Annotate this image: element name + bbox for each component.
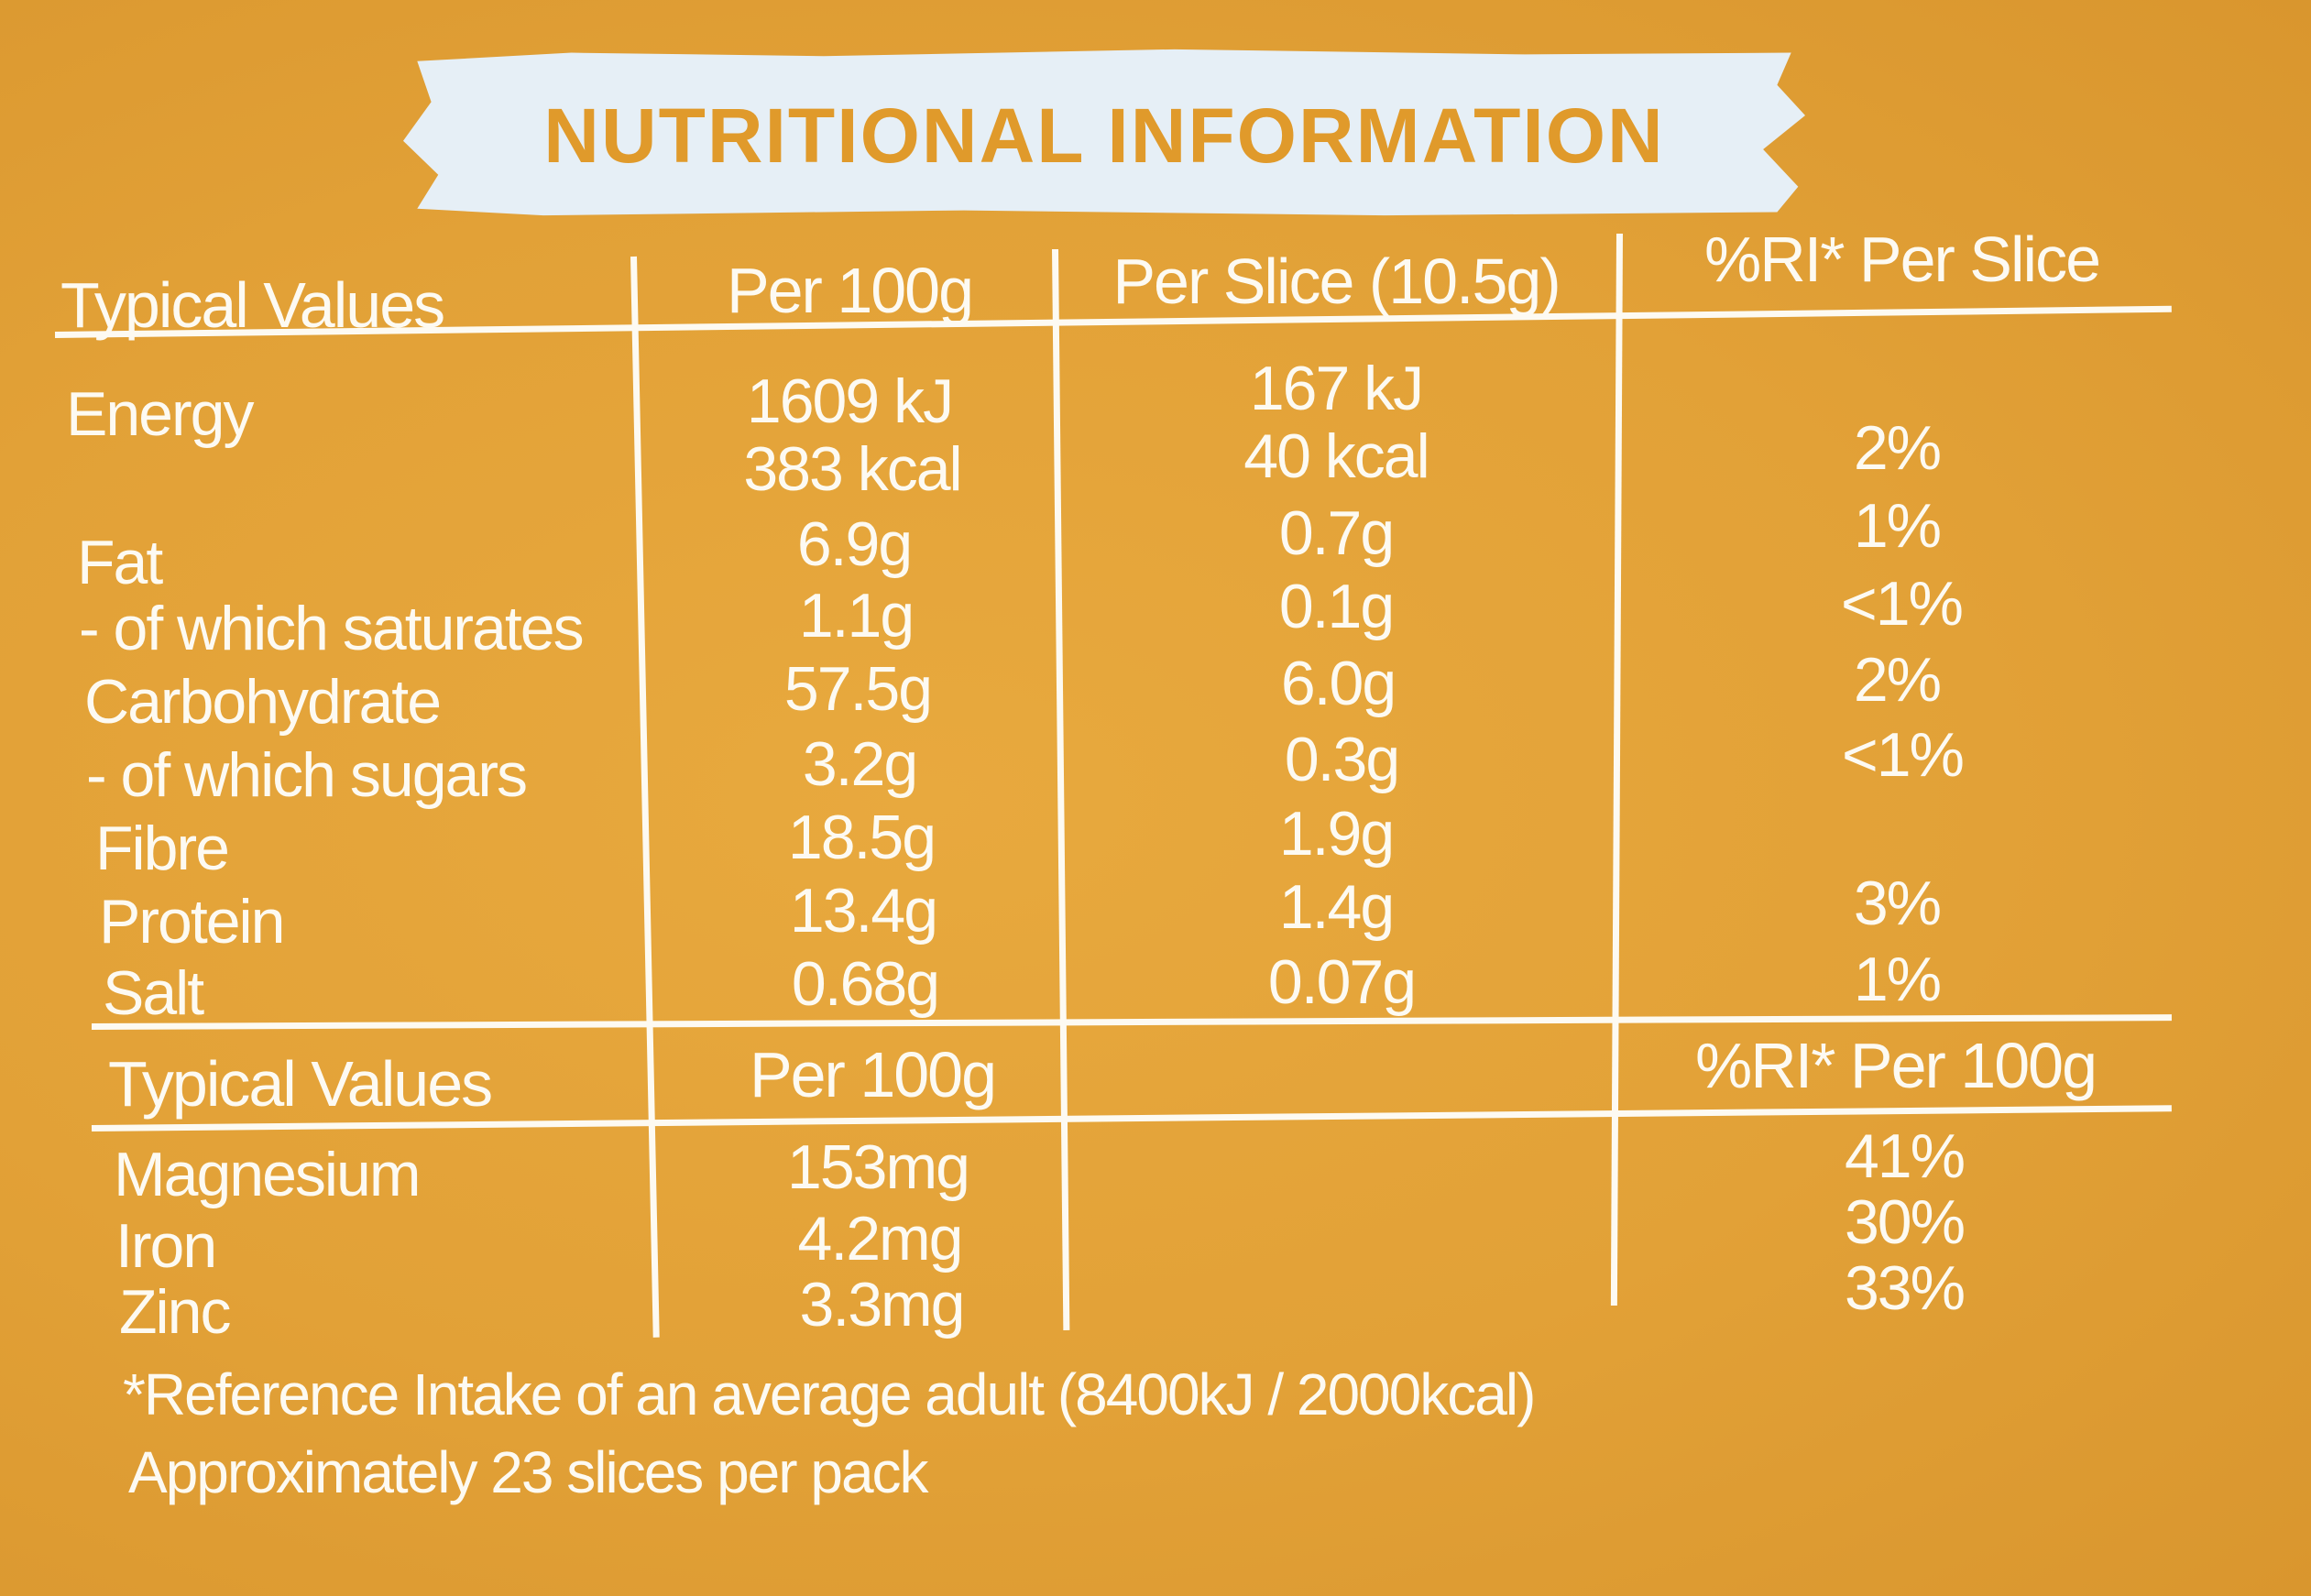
- cell-saturates-slice: 0.1g: [1278, 572, 1395, 641]
- header-ri-per-slice: %RI* Per Slice: [1704, 224, 2101, 295]
- row-label-zinc: Zinc: [119, 1277, 231, 1347]
- cell-sugars-100g: 3.2g: [802, 729, 918, 799]
- cell-zinc-ri: 33%: [1844, 1253, 1966, 1323]
- cell-energy-kj-slice: 167 kJ: [1249, 354, 1424, 423]
- cell-carbohydrate-ri: 2%: [1853, 645, 1942, 715]
- row-label-protein: Protein: [99, 887, 285, 957]
- cell-protein-ri: 3%: [1853, 869, 1942, 938]
- cell-fibre-slice: 1.9g: [1278, 799, 1395, 869]
- cell-saturates-100g: 1.1g: [798, 581, 915, 650]
- cell-protein-slice: 1.4g: [1278, 872, 1395, 942]
- cell-energy-kj-100g: 1609 kJ: [746, 366, 954, 436]
- header-per-slice: Per Slice (10.5g): [1112, 246, 1561, 317]
- cell-carbohydrate-100g: 57.5g: [783, 654, 933, 724]
- cell-magnesium-ri: 41%: [1844, 1121, 1966, 1191]
- cell-protein-100g: 13.4g: [789, 876, 938, 946]
- cell-sugars-slice: 0.3g: [1284, 725, 1400, 794]
- row-label-fat: Fat: [77, 528, 163, 597]
- header-typical-values: Typical Values: [60, 269, 445, 341]
- row-label-magnesium: Magnesium: [114, 1140, 421, 1209]
- page-title: NUTRITIONAL INFORMATION: [543, 93, 1665, 179]
- cell-salt-ri: 1%: [1853, 945, 1942, 1014]
- cell-zinc-100g: 3.3mg: [799, 1270, 966, 1339]
- section-divider: [91, 1014, 2172, 1030]
- row-label-carbohydrate: Carbohydrate: [84, 667, 442, 737]
- title-banner: NUTRITIONAL INFORMATION: [403, 49, 1805, 216]
- cell-magnesium-100g: 153mg: [787, 1132, 970, 1202]
- header2-per-100g: Per 100g: [749, 1039, 997, 1110]
- vertical-divider-1: [630, 256, 660, 1338]
- cell-fat-100g: 6.9g: [796, 509, 913, 579]
- cell-energy-ri: 2%: [1853, 413, 1942, 483]
- row-label-salt: Salt: [103, 958, 204, 1028]
- cell-fibre-100g: 18.5g: [787, 803, 936, 872]
- row-label-sugars: - of which sugars: [86, 740, 528, 810]
- row-label-saturates: - of which saturates: [79, 594, 585, 663]
- cell-iron-100g: 4.2mg: [797, 1204, 964, 1274]
- cell-salt-100g: 0.68g: [791, 949, 940, 1019]
- row-label-energy: Energy: [66, 379, 254, 449]
- cell-sugars-ri: <1%: [1842, 720, 1965, 790]
- footnote-slices-per-pack: Approximately 23 slices per pack: [128, 1439, 929, 1505]
- cell-salt-slice: 0.07g: [1267, 947, 1417, 1017]
- cell-fat-ri: 1%: [1853, 491, 1942, 561]
- cell-energy-kcal-slice: 40 kcal: [1243, 421, 1429, 491]
- header2-typical-values: Typical Values: [108, 1048, 493, 1120]
- cell-energy-kcal-100g: 383 kcal: [743, 434, 962, 504]
- row-label-fibre: Fibre: [95, 814, 230, 883]
- row-label-iron: Iron: [115, 1211, 217, 1281]
- cell-saturates-ri: <1%: [1841, 569, 1964, 639]
- header2-ri-per-100g: %RI* Per 100g: [1695, 1030, 2097, 1101]
- cell-iron-ri: 30%: [1844, 1187, 1966, 1257]
- cell-fat-slice: 0.7g: [1278, 498, 1395, 568]
- vertical-divider-3: [1610, 233, 1623, 1306]
- footnote-reference-intake: *Reference Intake of an average adult (8…: [123, 1361, 1536, 1427]
- cell-carbohydrate-slice: 6.0g: [1280, 649, 1396, 718]
- header-per-100g: Per 100g: [726, 255, 974, 326]
